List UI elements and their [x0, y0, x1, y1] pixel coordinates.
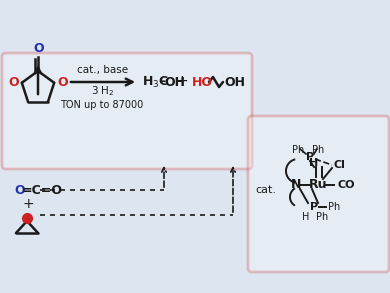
- Text: HO: HO: [192, 76, 213, 88]
- Text: OH: OH: [224, 76, 245, 88]
- Text: P: P: [306, 152, 314, 162]
- Text: Ph: Ph: [292, 145, 304, 155]
- Text: O: O: [57, 76, 68, 89]
- Text: H$_3$C: H$_3$C: [142, 74, 169, 90]
- Text: Ph: Ph: [316, 212, 328, 222]
- Text: OH: OH: [164, 76, 185, 88]
- Text: O: O: [14, 183, 25, 197]
- Text: O: O: [34, 42, 44, 55]
- Text: 3 H$_2$: 3 H$_2$: [91, 84, 115, 98]
- Text: Ru: Ru: [309, 178, 327, 192]
- Text: Ph: Ph: [312, 145, 324, 155]
- Text: =C=O: =C=O: [22, 183, 63, 197]
- Text: CO: CO: [338, 180, 356, 190]
- Text: +: +: [176, 74, 188, 89]
- Text: TON up to 87000: TON up to 87000: [60, 100, 143, 110]
- Text: cat., base: cat., base: [78, 65, 129, 75]
- Text: Ph: Ph: [328, 202, 340, 212]
- Text: P: P: [310, 202, 318, 212]
- Text: +: +: [22, 197, 34, 211]
- Text: -: -: [160, 76, 165, 88]
- Text: cat.: cat.: [255, 185, 276, 195]
- Text: N: N: [291, 178, 301, 192]
- Text: H: H: [309, 158, 319, 168]
- FancyBboxPatch shape: [248, 116, 389, 272]
- Text: H: H: [302, 212, 310, 222]
- Text: Cl: Cl: [333, 160, 345, 170]
- FancyBboxPatch shape: [2, 53, 252, 169]
- Text: O: O: [8, 76, 19, 89]
